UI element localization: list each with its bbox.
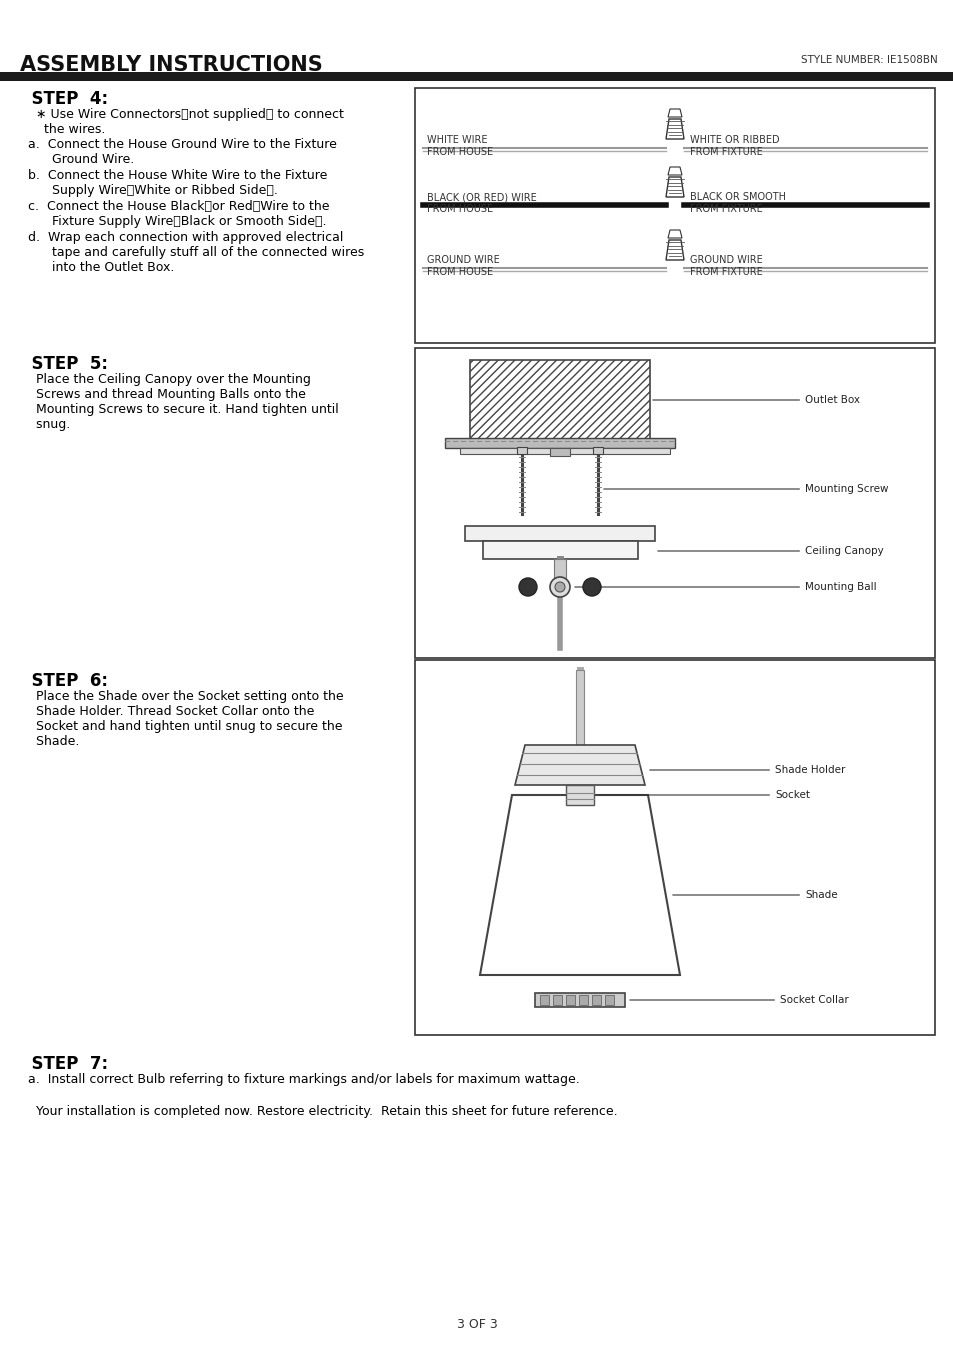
Text: BLACK (OR RED) WIRE: BLACK (OR RED) WIRE <box>427 192 537 203</box>
Bar <box>464 526 655 540</box>
Text: FROM FIXTURE: FROM FIXTURE <box>689 204 762 213</box>
Bar <box>517 447 526 454</box>
Text: Socket Collar: Socket Collar <box>629 994 848 1005</box>
Circle shape <box>550 577 569 597</box>
Bar <box>415 661 934 1035</box>
Text: Ceiling Canopy: Ceiling Canopy <box>657 546 882 557</box>
Text: Your installation is completed now. Restore electricity.  Retain this sheet for : Your installation is completed now. Rest… <box>20 1105 617 1119</box>
Polygon shape <box>665 119 683 139</box>
Text: FROM FIXTURE: FROM FIXTURE <box>689 267 762 277</box>
Text: BLACK OR SMOOTH: BLACK OR SMOOTH <box>689 192 785 203</box>
Bar <box>565 785 594 805</box>
Text: Outlet Box: Outlet Box <box>652 394 859 405</box>
Text: STEP  6:: STEP 6: <box>20 671 108 690</box>
Text: Shade Holder: Shade Holder <box>649 765 844 775</box>
Bar <box>554 559 565 580</box>
Text: b.  Connect the House White Wire to the Fixture
        Supply Wire（White or Rib: b. Connect the House White Wire to the F… <box>20 169 327 197</box>
Text: STEP  4:: STEP 4: <box>20 91 108 108</box>
Text: a.  Connect the House Ground Wire to the Fixture
        Ground Wire.: a. Connect the House Ground Wire to the … <box>20 138 336 166</box>
Bar <box>565 994 575 1005</box>
Text: d.  Wrap each connection with approved electrical
        tape and carefully stu: d. Wrap each connection with approved el… <box>20 231 364 274</box>
Text: WHITE OR RIBBED: WHITE OR RIBBED <box>689 135 779 145</box>
Bar <box>578 994 587 1005</box>
Text: STEP  7:: STEP 7: <box>20 1055 108 1073</box>
Bar <box>459 449 669 454</box>
Text: Mounting Screw: Mounting Screw <box>603 484 887 494</box>
Polygon shape <box>479 794 679 975</box>
Text: FROM HOUSE: FROM HOUSE <box>427 267 493 277</box>
Circle shape <box>582 578 600 596</box>
Text: WHITE WIRE: WHITE WIRE <box>427 135 487 145</box>
Bar <box>550 449 569 457</box>
Text: GROUND WIRE: GROUND WIRE <box>689 255 762 265</box>
Circle shape <box>518 578 537 596</box>
Bar <box>415 88 934 343</box>
Text: ASSEMBLY INSTRUCTIONS: ASSEMBLY INSTRUCTIONS <box>20 55 322 76</box>
Bar <box>415 349 934 658</box>
Text: a.  Install correct Bulb referring to fixture markings and/or labels for maximum: a. Install correct Bulb referring to fix… <box>20 1073 579 1086</box>
Text: Mounting Ball: Mounting Ball <box>574 582 876 592</box>
Text: STEP  5:: STEP 5: <box>20 355 108 373</box>
Polygon shape <box>665 177 683 197</box>
Polygon shape <box>665 240 683 259</box>
Bar <box>553 994 561 1005</box>
Text: Place the Shade over the Socket setting onto the
    Shade Holder. Thread Socket: Place the Shade over the Socket setting … <box>20 690 343 748</box>
Bar <box>593 447 602 454</box>
Bar <box>539 994 548 1005</box>
Bar <box>0 72 953 81</box>
Polygon shape <box>667 168 681 176</box>
Bar <box>444 438 675 449</box>
Circle shape <box>555 582 564 592</box>
Text: Place the Ceiling Canopy over the Mounting
    Screws and thread Mounting Balls : Place the Ceiling Canopy over the Mounti… <box>20 373 338 431</box>
Text: c.  Connect the House Black（or Red）Wire to the
        Fixture Supply Wire（Black: c. Connect the House Black（or Red）Wire t… <box>20 200 329 228</box>
Bar <box>576 670 583 744</box>
Text: STYLE NUMBER: IE1508BN: STYLE NUMBER: IE1508BN <box>801 55 937 65</box>
Bar <box>482 540 638 559</box>
Text: ∗ Use Wire Connectors（not supplied） to connect
      the wires.: ∗ Use Wire Connectors（not supplied） to c… <box>20 108 343 136</box>
Text: FROM FIXTURE: FROM FIXTURE <box>689 147 762 157</box>
Text: FROM HOUSE: FROM HOUSE <box>427 204 493 213</box>
Polygon shape <box>667 109 681 118</box>
Bar <box>592 994 600 1005</box>
Text: 3 OF 3: 3 OF 3 <box>456 1319 497 1331</box>
Bar <box>470 359 649 440</box>
Text: GROUND WIRE: GROUND WIRE <box>427 255 499 265</box>
Bar <box>604 994 614 1005</box>
Text: FROM HOUSE: FROM HOUSE <box>427 147 493 157</box>
Text: Socket: Socket <box>598 790 809 800</box>
Text: Shade: Shade <box>672 890 837 900</box>
Bar <box>535 993 624 1006</box>
Polygon shape <box>667 230 681 238</box>
Polygon shape <box>515 744 644 785</box>
Bar <box>555 580 564 590</box>
